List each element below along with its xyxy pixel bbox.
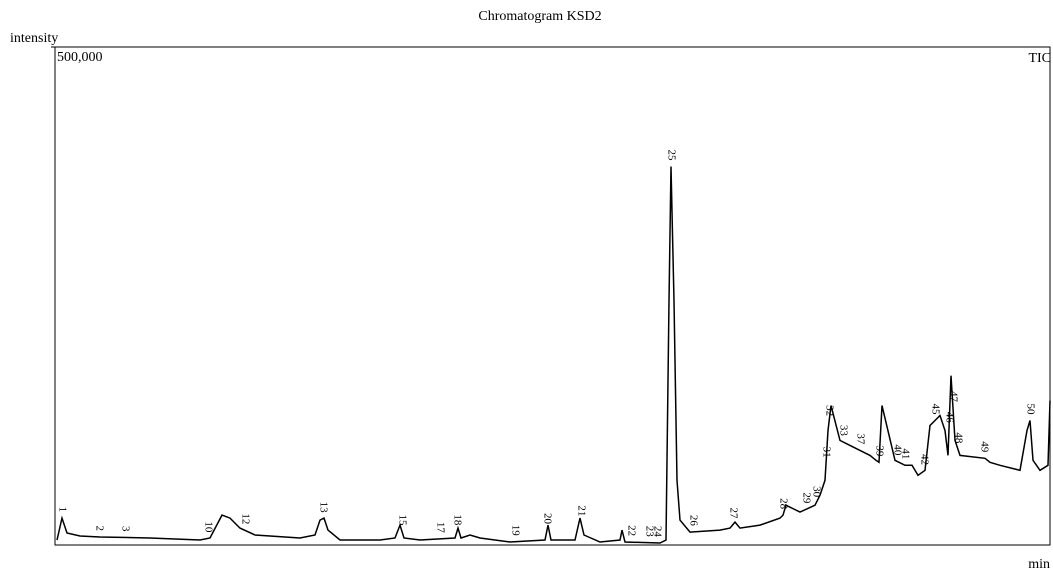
peak-label: 27 bbox=[727, 507, 739, 519]
peak-label: 50 bbox=[1024, 404, 1036, 416]
peak-label: 33 bbox=[837, 425, 849, 437]
peak-label: 46 bbox=[943, 412, 955, 424]
y-axis-label: intensity bbox=[10, 31, 58, 46]
peak-label: 18 bbox=[451, 514, 463, 526]
legend-label: TIC bbox=[1028, 51, 1051, 66]
plot-frame bbox=[54, 46, 1051, 546]
peak-label: 28 bbox=[777, 498, 789, 510]
peak-label: 23 bbox=[643, 526, 655, 538]
peak-label: 15 bbox=[396, 515, 408, 527]
peak-label: 40 bbox=[891, 444, 903, 456]
peak-label: 29 bbox=[800, 492, 812, 504]
peak-label: 20 bbox=[541, 513, 553, 525]
peak-label: 41 bbox=[899, 448, 911, 459]
x-axis-label: min bbox=[1028, 557, 1050, 572]
peak-label: 25 bbox=[665, 150, 677, 162]
peak-label: 10 bbox=[202, 521, 214, 533]
peak-label: 12 bbox=[239, 513, 251, 524]
peak-label: 47 bbox=[947, 391, 959, 403]
peak-label: 2 bbox=[93, 525, 105, 531]
chart-title: Chromatogram KSD2 bbox=[478, 9, 601, 24]
peak-label: 45 bbox=[929, 404, 941, 416]
peak-label: 1 bbox=[56, 507, 68, 513]
peak-label: 39 bbox=[873, 445, 885, 457]
peak-label: 26 bbox=[687, 515, 699, 527]
trace-line bbox=[56, 166, 1051, 544]
peak-label: 42 bbox=[918, 454, 930, 465]
peak-label: 19 bbox=[509, 525, 521, 537]
peak-label: 22 bbox=[625, 525, 637, 536]
peak-label: 32 bbox=[823, 405, 835, 416]
peak-label: 17 bbox=[434, 522, 446, 534]
peak-label: 13 bbox=[317, 502, 329, 514]
peak-label: 48 bbox=[952, 432, 964, 444]
peak-label: 3 bbox=[119, 526, 131, 532]
peak-label: 31 bbox=[820, 447, 832, 458]
peak-label: 49 bbox=[978, 441, 990, 453]
peak-label: 37 bbox=[854, 433, 866, 445]
peak-label: 21 bbox=[575, 505, 587, 516]
peak-label: 30 bbox=[810, 486, 822, 498]
peak-label: 24 bbox=[651, 526, 663, 538]
y-tick-label: 500,000 bbox=[57, 50, 103, 65]
